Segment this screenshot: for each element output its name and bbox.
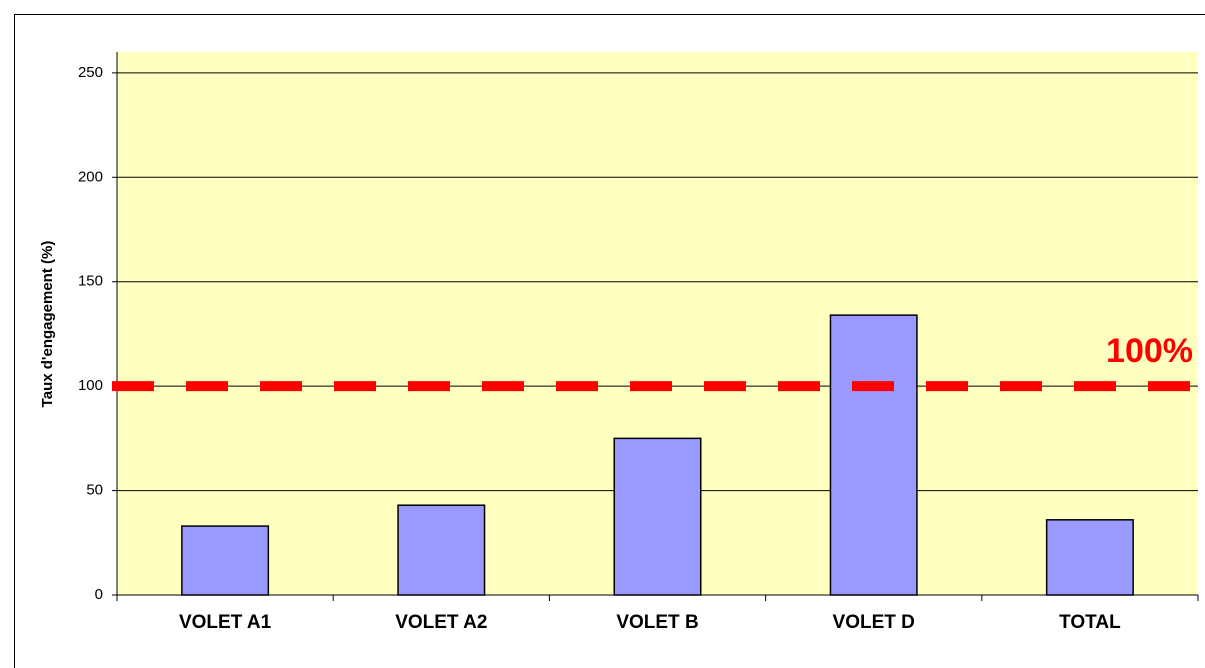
y-tick-label: 200: [78, 168, 103, 185]
bar: [829, 314, 918, 596]
bar: [397, 504, 486, 596]
y-tick-label: 250: [78, 64, 103, 81]
bar: [181, 525, 270, 596]
y-tick-label: 50: [86, 482, 103, 499]
bar: [1045, 519, 1134, 596]
x-tick-label: VOLET D: [833, 612, 915, 633]
x-tick-label: TOTAL: [1059, 612, 1121, 633]
y-tick-label: 100: [78, 377, 103, 394]
reference-label: 100%: [1106, 332, 1193, 370]
bar: [613, 437, 702, 596]
x-tick-label: VOLET A1: [179, 612, 272, 633]
x-tick-label: VOLET B: [616, 612, 698, 633]
y-tick-label: 150: [78, 273, 103, 290]
x-tick-label: VOLET A2: [395, 612, 487, 633]
y-axis-label: Taux d'engagement (%): [39, 241, 56, 408]
y-tick-label: 0: [95, 586, 103, 603]
